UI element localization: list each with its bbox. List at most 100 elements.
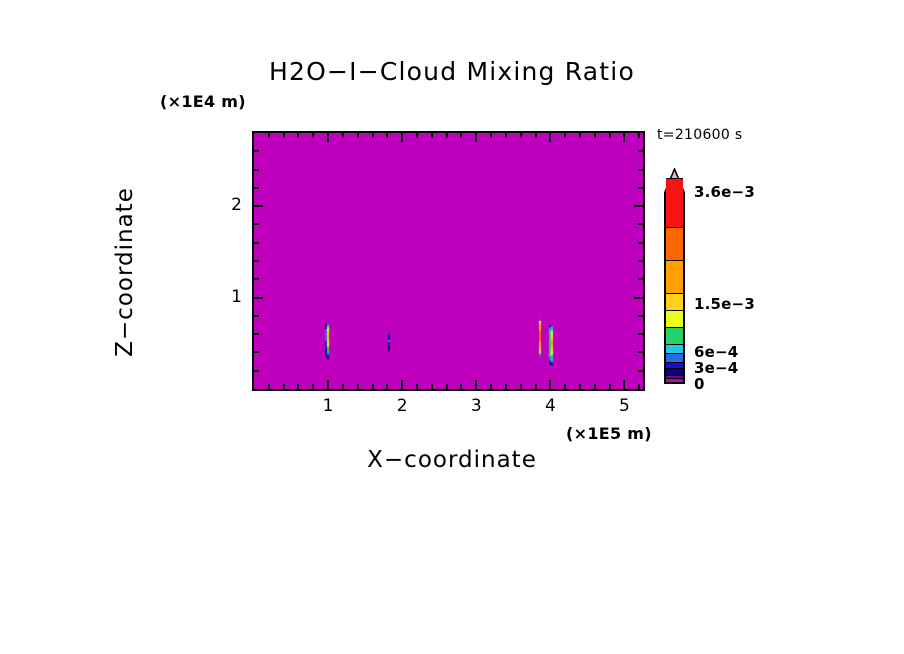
x-minor-tick-top	[297, 133, 300, 138]
y-minor-tick	[254, 150, 259, 153]
y-minor-tick-right	[638, 168, 643, 171]
x-minor-tick-top	[534, 133, 537, 138]
y-minor-tick-right	[638, 150, 643, 153]
x-minor-tick	[297, 384, 300, 389]
x-tick-label: 2	[396, 396, 408, 416]
x-minor-tick	[504, 384, 507, 389]
x-minor-tick-top	[593, 133, 596, 138]
x-minor-tick-top	[386, 133, 389, 138]
y-minor-tick-right	[638, 351, 643, 354]
x-major-tick-top	[549, 133, 552, 142]
x-minor-tick	[445, 384, 448, 389]
y-major-tick-right	[634, 205, 643, 208]
x-minor-tick	[579, 384, 582, 389]
x-minor-tick	[312, 384, 315, 389]
x-minor-tick-top	[416, 133, 418, 138]
y-tick-label: 2	[231, 195, 242, 216]
x-minor-tick	[341, 384, 344, 389]
x-minor-tick-top	[490, 133, 493, 138]
x-major-tick	[623, 380, 626, 389]
colorbar-band	[666, 310, 683, 328]
colorbar-band	[666, 178, 683, 228]
x-minor-tick	[519, 384, 522, 389]
x-minor-tick-top	[312, 133, 315, 138]
y-minor-tick	[254, 241, 259, 244]
y-minor-tick	[254, 369, 259, 372]
y-minor-tick	[254, 260, 259, 262]
y-tick-label: 1	[231, 286, 242, 307]
x-major-tick	[327, 380, 330, 389]
colorbar-band	[666, 344, 683, 354]
x-minor-tick	[490, 384, 493, 389]
y-minor-tick-right	[638, 260, 643, 262]
colorbar-tick-label: 1.5e−3	[694, 295, 755, 313]
x-minor-tick	[282, 384, 285, 389]
colorbar-band	[666, 378, 683, 382]
x-minor-tick-top	[579, 133, 582, 138]
colorbar-band	[666, 327, 683, 345]
y-axis-title: Z−coordinate	[112, 187, 138, 357]
x-tick-label: 5	[619, 396, 630, 416]
x-minor-tick	[593, 384, 596, 389]
colorbar-tick-label: 6e−4	[694, 343, 739, 361]
x-major-tick-top	[401, 133, 404, 142]
colorbar-band	[666, 374, 683, 379]
x-minor-tick-top	[371, 133, 374, 138]
x-minor-tick-top	[430, 133, 433, 138]
x-major-tick	[475, 380, 478, 389]
x-minor-tick	[267, 384, 270, 389]
colorbar-band	[666, 293, 683, 311]
x-minor-tick	[460, 384, 463, 389]
colorbar-tick-label: 3e−4	[694, 359, 739, 377]
x-minor-tick	[564, 384, 567, 389]
x-minor-tick-top	[564, 133, 567, 138]
y-minor-tick-right	[638, 278, 643, 281]
colorbar-tick-label: 3.6e−3	[694, 183, 755, 201]
x-axis-title: X−coordinate	[367, 447, 537, 473]
colorbar-tick-label: 0	[694, 375, 705, 393]
x-minor-tick	[608, 384, 611, 389]
x-minor-tick-top	[638, 133, 641, 138]
x-minor-tick-top	[356, 133, 359, 138]
x-minor-tick-top	[608, 133, 611, 138]
x-minor-tick-top	[460, 133, 463, 138]
x-tick-label: 1	[322, 396, 334, 416]
x-minor-tick	[386, 384, 389, 389]
heatmap-canvas	[254, 133, 643, 389]
y-minor-tick-right	[638, 333, 643, 336]
y-minor-tick	[254, 314, 259, 317]
y-minor-tick	[254, 351, 259, 354]
colorbar-band	[666, 368, 683, 375]
x-major-tick	[549, 380, 552, 389]
x-tick-label: 4	[544, 396, 556, 416]
x-minor-tick	[534, 384, 537, 389]
x-major-tick-top	[327, 133, 330, 142]
x-minor-tick-top	[282, 133, 285, 138]
colorbar[interactable]	[664, 178, 685, 384]
x-axis-unit-label: (×1E5 m)	[566, 424, 652, 443]
x-minor-tick-top	[519, 133, 522, 138]
y-minor-tick-right	[638, 223, 643, 226]
plot-area[interactable]	[252, 131, 645, 391]
colorbar-band	[666, 227, 683, 261]
x-minor-tick	[638, 384, 641, 389]
x-minor-tick	[430, 384, 433, 389]
y-axis-unit-label: (×1E4 m)	[160, 92, 246, 111]
y-minor-tick-right	[638, 369, 643, 372]
x-tick-label: 3	[470, 396, 482, 416]
x-major-tick-top	[623, 133, 626, 142]
x-minor-tick-top	[504, 133, 507, 138]
y-minor-tick	[254, 333, 259, 336]
colorbar-band	[666, 260, 683, 294]
timestamp-label: t=210600 s	[657, 127, 743, 143]
y-minor-tick	[254, 186, 259, 189]
y-minor-tick-right	[638, 314, 643, 317]
x-major-tick-top	[475, 133, 478, 142]
y-minor-tick	[254, 223, 259, 226]
x-minor-tick	[371, 384, 374, 389]
y-minor-tick-right	[638, 186, 643, 189]
x-minor-tick-top	[267, 133, 270, 138]
x-minor-tick	[416, 384, 418, 389]
x-minor-tick	[356, 384, 359, 389]
